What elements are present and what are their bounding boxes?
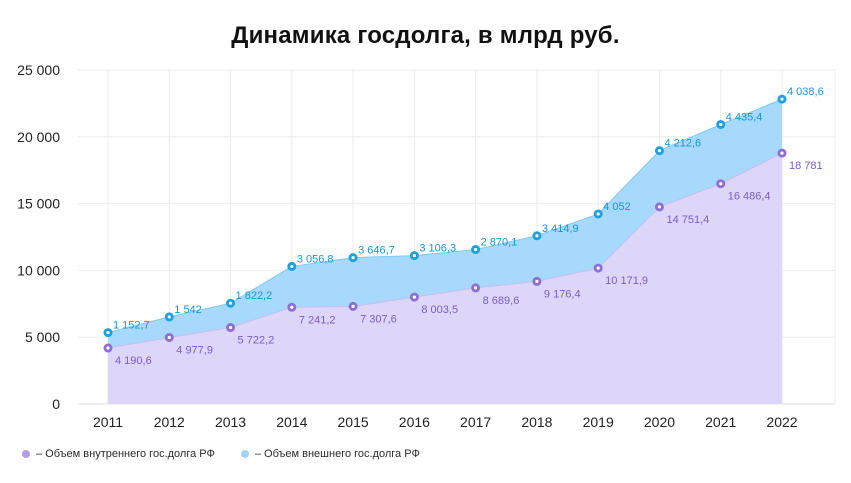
legend-marker-external — [240, 450, 249, 458]
x-tick-label: 2020 — [644, 414, 675, 430]
point-internal-debt-center — [657, 205, 662, 209]
point-internal-debt-center — [290, 305, 294, 309]
data-label-internal: 9 176,4 — [544, 288, 581, 300]
legend-marker-internal — [22, 450, 30, 458]
point-external-debt-center — [106, 331, 110, 335]
data-label-internal: 4 977,9 — [176, 344, 213, 356]
point-internal-debt-center — [780, 151, 784, 155]
data-label-external: 4 435,4 — [726, 111, 763, 123]
data-label-external: 1 542 — [174, 304, 202, 316]
area-internal-debt — [108, 153, 782, 404]
chart-title: Динамика госдолга, в млрд руб. — [231, 22, 620, 49]
legend-label-internal: – Объем внутреннего гос.долга РФ — [36, 448, 215, 460]
data-label-internal: 7 307,6 — [360, 313, 397, 325]
point-external-debt-center — [351, 256, 355, 260]
data-label-internal: 14 751,4 — [666, 214, 709, 226]
x-tick-label: 2015 — [338, 414, 369, 430]
point-internal-debt-center — [228, 325, 233, 330]
line-internal-debt — [107, 152, 783, 349]
x-tick-label: 2016 — [399, 414, 430, 430]
point-internal-debt-center — [106, 346, 110, 350]
point-external-debt-center — [290, 264, 294, 269]
y-tick-label: 5 000 — [25, 329, 60, 345]
legend: – Объем внутреннего гос.долга РФ – Объем… — [22, 448, 446, 460]
x-tick-label: 2012 — [154, 414, 185, 430]
data-label-external: 4 038,6 — [787, 86, 824, 98]
legend-label-external: – Объем внешнего гос.долга РФ — [254, 448, 420, 460]
point-external-debt-center — [719, 122, 723, 127]
y-tick-label: 20 000 — [17, 129, 60, 145]
x-tick-label: 2018 — [521, 414, 552, 430]
y-tick-label: 15 000 — [17, 196, 60, 212]
point-external-debt-center — [535, 234, 539, 238]
point-internal-debt-center — [351, 304, 355, 308]
data-label-internal: 16 486,4 — [728, 191, 771, 203]
y-tick-label: 25 000 — [17, 62, 60, 78]
point-external-debt-center — [412, 253, 416, 258]
point-internal-debt-center — [535, 279, 539, 284]
point-external-debt-center — [167, 315, 171, 319]
data-label-external: 4 052 — [603, 201, 631, 213]
data-label-external: 3 056,8 — [297, 253, 334, 265]
point-external-debt-center — [596, 212, 600, 216]
point-internal-debt-center — [719, 182, 723, 186]
point-internal-debt-center — [412, 295, 416, 299]
point-internal-debt-center — [474, 286, 478, 290]
data-label-external: 4 212,6 — [664, 138, 701, 150]
line-total-debt — [107, 98, 783, 334]
x-tick-label: 2011 — [93, 414, 123, 430]
point-external-debt-center — [657, 149, 662, 153]
data-label-internal: 5 722,2 — [238, 335, 275, 347]
point-external-debt-center — [228, 301, 233, 305]
data-label-external: 1 152,7 — [113, 320, 150, 332]
x-tick-label: 2013 — [215, 414, 246, 430]
data-label-internal: 10 171,9 — [605, 275, 648, 287]
data-label-external: 3 106,3 — [419, 243, 456, 255]
data-label-external: 2 870,1 — [481, 237, 518, 249]
data-label-internal: 8 003,5 — [421, 304, 458, 316]
x-tick-label: 2019 — [583, 414, 614, 430]
data-label-internal: 4 190,6 — [115, 355, 152, 367]
area-external-debt — [108, 99, 782, 349]
point-external-debt-center — [780, 97, 784, 101]
data-label-external: 3 646,7 — [358, 245, 395, 257]
data-label-internal: 8 689,6 — [483, 295, 520, 307]
data-label-internal: 7 241,2 — [299, 314, 336, 326]
x-tick-label: 2017 — [460, 414, 491, 430]
legend-item-internal: – Объем внутреннего гос.долга РФ — [22, 448, 215, 460]
point-external-debt-center — [474, 247, 478, 252]
point-internal-debt-center — [167, 335, 171, 340]
y-tick-label: 10 000 — [17, 262, 60, 278]
point-internal-debt-center — [596, 266, 600, 270]
data-label-external: 3 414,9 — [542, 223, 579, 235]
y-tick-label: 0 — [52, 396, 60, 412]
legend-item-external: – Объем внешнего гос.долга РФ — [240, 448, 420, 460]
data-label-external: 1 822,2 — [236, 290, 273, 302]
x-tick-label: 2014 — [276, 414, 307, 430]
x-tick-label: 2021 — [705, 414, 736, 430]
data-label-internal: 18 781 — [789, 160, 823, 172]
x-tick-label: 2022 — [766, 414, 797, 430]
